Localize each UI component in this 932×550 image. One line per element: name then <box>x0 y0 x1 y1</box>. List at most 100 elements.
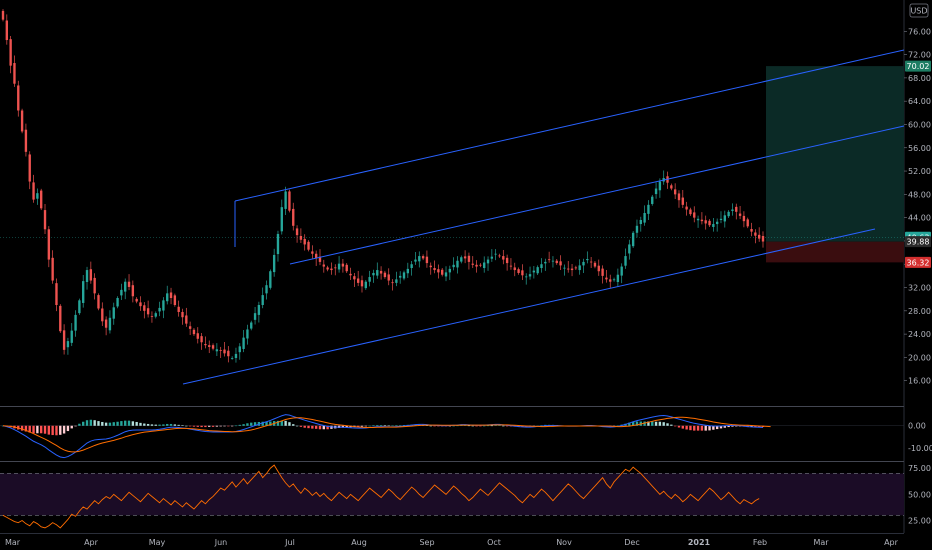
macd-histogram-bar <box>479 425 482 427</box>
candle-body <box>616 274 620 282</box>
candle-body <box>551 260 555 262</box>
macd-histogram-bar <box>662 422 665 426</box>
candle-body <box>20 110 24 132</box>
price-tick-label: 72.00 <box>908 51 931 60</box>
candle-body <box>230 357 234 359</box>
macd-histogram-bar <box>284 420 287 426</box>
macd-histogram-bar <box>143 423 146 426</box>
candle-body <box>299 235 303 240</box>
time-axis[interactable]: Mar Apr May Jun Jul Aug Sep Oct Nov Dec 2021 Feb Mar… <box>5 538 899 547</box>
candle-body <box>272 254 276 273</box>
price-tick-label: 16.00 <box>908 377 931 386</box>
macd-histogram-bar <box>735 425 738 427</box>
candle-body <box>731 209 734 211</box>
macd-histogram-bar <box>238 424 241 426</box>
macd-histogram-bar <box>230 425 234 427</box>
candle-body <box>261 295 264 305</box>
candle-body <box>742 215 746 222</box>
candle-body <box>513 267 516 271</box>
macd-histogram-bar <box>494 425 497 426</box>
candle-body <box>658 181 662 191</box>
candle-body <box>467 255 471 262</box>
price-tick-label: 52.00 <box>908 167 931 176</box>
macd-histogram-bar <box>59 425 62 435</box>
candle-body <box>62 330 66 350</box>
candle-body <box>719 218 723 220</box>
rsi-tick-label: 75.00 <box>908 464 931 473</box>
candle-body <box>32 182 35 200</box>
macd-histogram-bar <box>261 421 264 426</box>
macd-histogram-bar <box>483 425 486 427</box>
candle-body <box>651 196 654 204</box>
channel-upper-line[interactable] <box>234 49 905 202</box>
candle-body <box>51 257 54 281</box>
macd-histogram-bar <box>452 425 455 427</box>
price-tag-stop <box>905 256 931 268</box>
candle-body <box>448 268 452 273</box>
candle-body <box>433 268 436 271</box>
macd-histogram-bar <box>673 425 677 427</box>
candle-body <box>639 219 642 225</box>
channel-lower-line[interactable] <box>182 228 876 385</box>
time-tick-label: May <box>149 538 166 547</box>
macd-histogram-bar <box>307 425 310 429</box>
candle-body <box>330 268 333 271</box>
macd-tick-label: -10.00 <box>908 444 932 453</box>
candle-body <box>334 267 337 269</box>
macd-histogram-bar <box>437 425 440 427</box>
candle-body <box>93 277 96 294</box>
macd-histogram-bar <box>704 425 707 431</box>
macd-histogram-bar <box>387 425 390 427</box>
signal-line <box>2 416 771 453</box>
channel-middle-line[interactable] <box>289 125 905 265</box>
macd-histogram-bar <box>101 421 104 426</box>
currency-label: USD <box>910 7 927 16</box>
candle-body <box>89 269 93 281</box>
macd-histogram-bar <box>708 425 711 431</box>
profit-zone[interactable] <box>766 66 904 242</box>
candle-body <box>475 264 478 267</box>
candle-body <box>85 270 89 282</box>
macd-histogram-bar <box>146 423 150 426</box>
candle-body <box>322 264 325 267</box>
candle-body <box>372 272 375 276</box>
currency-box[interactable] <box>909 3 929 18</box>
candle-body <box>318 256 322 262</box>
candle-body <box>257 305 261 315</box>
candle-body <box>74 314 77 331</box>
macd-histogram-bar <box>124 420 127 426</box>
macd-histogram-bar <box>196 425 199 427</box>
macd-histogram-bar <box>322 425 325 430</box>
price-tag-entry <box>905 236 931 248</box>
candle-body <box>311 251 314 254</box>
macd-histogram-bar <box>28 425 31 433</box>
candle-body <box>97 295 100 309</box>
macd-histogram-bar <box>185 425 188 427</box>
macd-histogram-bar <box>97 421 100 426</box>
candle-body <box>757 234 761 239</box>
macd-histogram-bar <box>502 425 505 427</box>
macd-histogram-bar <box>364 425 367 427</box>
candle-body <box>124 281 127 292</box>
candle-body <box>265 285 268 294</box>
macd-histogram-bar <box>345 425 348 428</box>
parallel-channel[interactable] <box>182 49 905 385</box>
candle-body <box>196 333 199 339</box>
candle-body <box>227 350 230 357</box>
macd-histogram-bar <box>727 425 730 428</box>
candle-body <box>410 264 413 269</box>
candle-body <box>517 269 520 273</box>
macd-histogram-bar <box>292 424 295 426</box>
candle-body <box>379 270 383 274</box>
macd-tick-label: 0.00 <box>908 422 926 431</box>
time-tick-label: Oct <box>487 538 501 547</box>
candle-body <box>292 208 295 226</box>
candle-body <box>502 256 505 260</box>
loss-zone[interactable] <box>766 241 904 263</box>
candle-body <box>635 225 639 233</box>
candle-body <box>643 212 646 223</box>
candle-body <box>574 267 578 269</box>
candle-body <box>1 10 5 20</box>
candle-body <box>490 256 494 259</box>
